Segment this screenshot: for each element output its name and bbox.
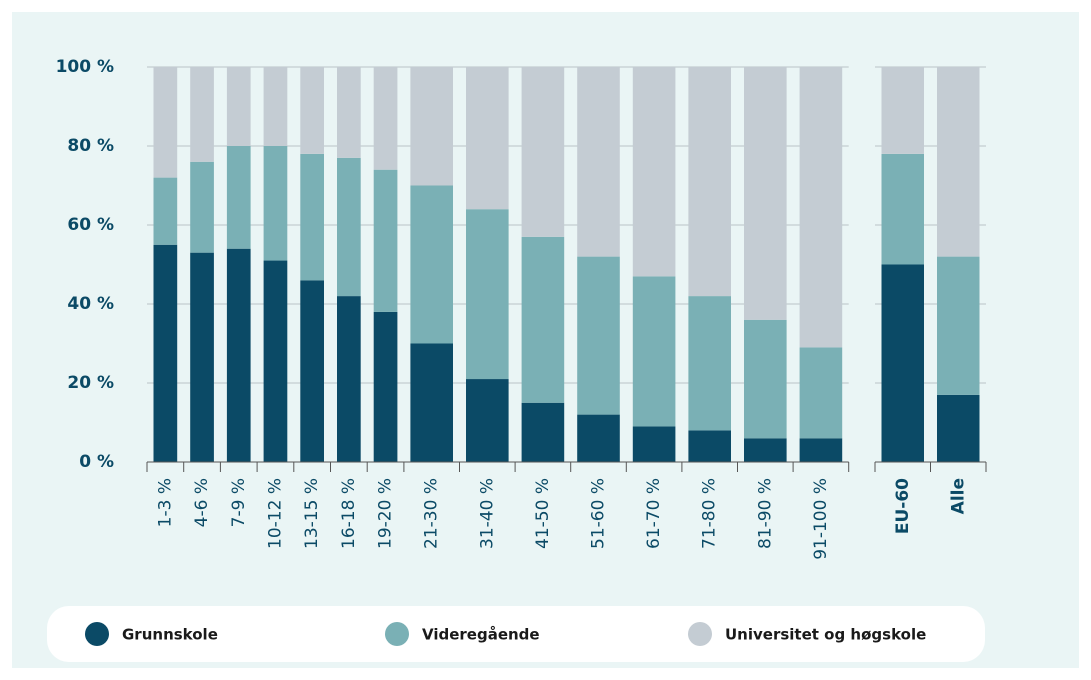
bar-segment (373, 169, 398, 312)
x-tick-label: 91-100 % (811, 478, 831, 560)
bar-segment (632, 67, 676, 277)
bar-segment (190, 161, 214, 253)
x-tick-label: Alle (948, 478, 968, 514)
legend-swatch (385, 622, 409, 646)
bar-segment (744, 67, 787, 320)
bar-segment (153, 177, 178, 245)
x-tick-label: 10-12 % (265, 478, 285, 549)
bar-segment (300, 153, 324, 281)
x-tick-label: 4-6 % (192, 478, 212, 527)
bar-segment (632, 426, 676, 462)
x-tick-label: 16-18 % (339, 478, 359, 549)
bar-segment (632, 276, 676, 427)
bar-segment (153, 244, 178, 462)
x-tick-label: 13-15 % (302, 478, 322, 549)
bar-segment (263, 146, 288, 261)
bar-segment (937, 256, 980, 395)
bar-segment (337, 296, 361, 462)
bar-segment (466, 379, 509, 462)
x-tick-label: 51-60 % (589, 478, 609, 549)
bar-segment (688, 67, 731, 297)
y-tick-label: 60 % (67, 215, 114, 235)
x-tick-label: 71-80 % (700, 478, 720, 549)
x-tick-label: 61-70 % (644, 478, 664, 549)
x-tick-label: 19-20 % (376, 478, 396, 549)
legend-label: Universitet og høgskole (725, 626, 926, 644)
bar-segment (410, 67, 453, 186)
x-tick-label: 81-90 % (755, 478, 775, 549)
bar-segment (410, 185, 453, 344)
legend-box (47, 606, 985, 662)
bar-segment (226, 67, 251, 146)
bar-segment (744, 438, 787, 462)
legend-label: Videregående (422, 626, 540, 644)
bar-segment (410, 343, 453, 462)
bar-segment (688, 430, 731, 462)
bar-segment (577, 414, 620, 462)
legend-label: Grunnskole (122, 626, 218, 644)
bar-segment (337, 67, 361, 158)
y-tick-label: 0 % (79, 452, 114, 472)
bar-segment (577, 67, 620, 257)
bar-segment (688, 296, 731, 431)
x-tick-label: EU-60 (893, 478, 913, 534)
x-tick-label: 7-9 % (229, 478, 249, 527)
y-tick-label: 20 % (67, 373, 114, 393)
y-tick-label: 80 % (67, 136, 114, 156)
bar-segment (744, 319, 787, 439)
bar-segment (226, 146, 251, 249)
x-tick-label: 21-30 % (422, 478, 442, 549)
bar-segment (466, 67, 509, 210)
legend-swatch (688, 622, 712, 646)
bar-segment (937, 394, 980, 462)
x-tick-label: 31-40 % (477, 478, 497, 549)
bar-segment (190, 252, 214, 462)
bar-segment (300, 67, 324, 154)
bar-segment (799, 438, 843, 462)
bar-segment (521, 67, 565, 237)
x-tick-label: 1-3 % (155, 478, 175, 527)
bar-segment (799, 67, 843, 348)
bar-segment (337, 157, 361, 297)
bar-segment (881, 264, 924, 462)
bar-segment (226, 248, 251, 462)
bar-segment (799, 347, 843, 439)
bar-segment (937, 67, 980, 257)
legend-swatch (85, 622, 109, 646)
bar-segment (881, 67, 924, 154)
bar-segment (373, 311, 398, 462)
bar-segment (521, 236, 565, 403)
bar-segment (466, 209, 509, 380)
y-tick-label: 100 % (56, 57, 114, 77)
bar-segment (577, 256, 620, 415)
y-tick-label: 40 % (67, 294, 114, 314)
bar-segment (881, 153, 924, 265)
bar-segment (300, 280, 324, 462)
bar-segment (263, 260, 288, 462)
bar-segment (263, 67, 288, 146)
bar-segment (521, 402, 565, 462)
x-tick-label: 41-50 % (533, 478, 553, 549)
bar-segment (373, 67, 398, 170)
bar-segment (153, 67, 178, 178)
bar-segment (190, 67, 214, 162)
